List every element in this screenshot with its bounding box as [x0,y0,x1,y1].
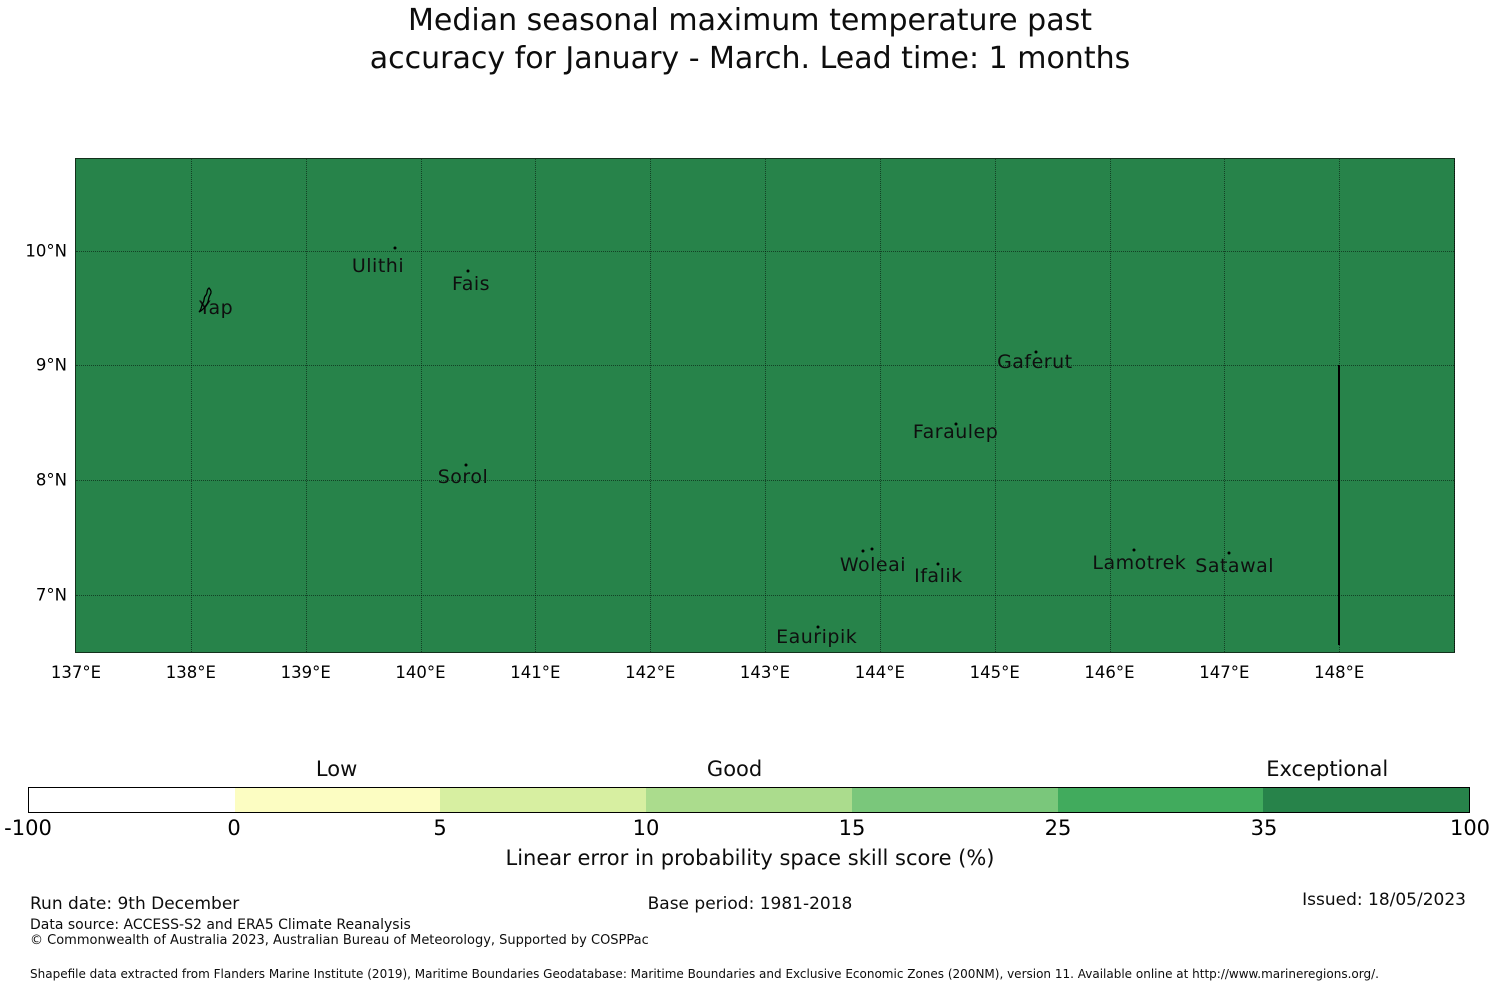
island-marker-dot [466,269,470,273]
colorbar-segment-0-to-5 [234,788,441,812]
y-axis-tick-label: 10°N [25,241,67,261]
map-area: 137°E 138°E 139°E 140°E 141°E 142°E 143°E 144°E… [25,158,1455,682]
colorbar-segment-10-to-15 [646,788,852,812]
colorbar-tick-label: 0 [227,816,241,840]
run-date-text: Run date: 9th December [30,894,240,914]
island-label-ifalik: Ifalik [914,565,963,588]
colorbar-segment--100-to-0 [29,788,235,812]
island-outline-yap [196,287,218,317]
colorbar-category-low: Low [315,757,358,781]
x-axis-tick-label: 141°E [510,663,561,682]
meridian-gridline [305,159,307,652]
colorbar-tick-label: 5 [433,816,447,840]
parallel-gridline [76,594,1454,596]
y-axis-tick-label: 9°N [35,355,67,375]
colorbar-tick-label: 15 [838,816,866,840]
colorbar-tick-label: 25 [1044,816,1072,840]
island-marker-dot [1227,551,1231,555]
colorbar [28,787,1470,813]
island-marker-dot [816,625,820,629]
island-label-lamotrek: Lamotrek [1092,551,1187,574]
meridian-gridline [535,159,537,652]
parallel-gridline [76,480,1454,482]
eez-boundary-line [1338,365,1341,646]
y-axis-tick-label: 7°N [35,585,67,605]
meridian-gridline [879,159,881,652]
island-marker-dot [393,246,397,250]
chart-title-line2: accuracy for January - March. Lead time:… [369,41,1131,76]
shapefile-note-text: Shapefile data extracted from Flanders M… [30,967,1379,981]
island-marker-dot [464,463,468,467]
island-label-satawal: Satawal [1195,555,1275,577]
island-label-fais: Fais [452,272,491,295]
meridian-gridline [1224,159,1226,652]
island-marker-dot [936,562,940,566]
island-label-eauripik: Eauripik [776,626,858,649]
chart-title-line1: Median seasonal maximum temperature past [408,3,1092,38]
island-marker-dot [861,549,865,553]
meridian-gridline [994,159,996,652]
meridian-gridline [765,159,766,652]
x-axis-tick-label: 138°E [165,663,216,682]
island-marker-dot [1034,350,1038,354]
meridian-gridline [650,159,652,652]
colorbar-segment-25-to-35 [1057,788,1264,812]
x-axis-tick-label: 146°E [1084,663,1135,682]
island-marker-dot [1132,548,1136,552]
island-label-faraulep: Faraulep [912,420,999,443]
x-axis-tick-label: 148°E [1314,663,1365,682]
base-period-text: Base period: 1981-2018 [647,894,853,914]
colorbar-axis-label: Linear error in probability space skill … [505,846,995,870]
x-axis-tick-label: 140°E [395,663,446,682]
meridian-gridline [1109,159,1111,652]
x-axis-tick-label: 137°E [50,663,102,682]
island-marker-dot [954,422,958,426]
x-axis-tick-label: 142°E [625,663,676,682]
meridian-gridline [420,159,422,652]
island-marker-dot [870,547,874,551]
meridian-gridline [1454,159,1455,652]
colorbar-tick-label: -100 [4,816,52,840]
copyright-text: © Commonwealth of Australia 2023, Austra… [30,933,649,948]
island-label-gaferut: Gaferut [997,350,1073,373]
x-axis-tick-label: 145°E [969,663,1020,682]
x-axis-tick-label: 139°E [280,663,331,682]
y-axis-tick-label: 8°N [35,470,67,490]
colorbar-category-good: Good [706,757,763,781]
colorbar-segment-5-to-10 [440,788,647,812]
meridian-gridline [190,159,192,652]
colorbar-segment-35-to-100 [1263,788,1470,812]
x-axis-tick-label: 147°E [1199,663,1250,682]
island-label-sorol: Sorol [437,465,489,488]
colorbar-segment-15-to-25 [851,788,1058,812]
parallel-gridline [76,365,1454,367]
colorbar-tick-label: 100 [1449,816,1491,840]
yap-island-icon [198,287,212,313]
island-label-woleai: Woleai [839,553,907,576]
parallel-gridline [76,250,1454,252]
x-axis-tick-label: 144°E [854,663,905,682]
colorbar-tick-label: 10 [632,816,660,840]
colorbar-tick-label: 35 [1250,816,1278,840]
data-source-text: Data source: ACCESS-S2 and ERA5 Climate … [30,917,411,933]
x-axis-tick-label: 143°E [739,663,791,682]
issued-date-text: Issued: 18/05/2023 [1302,890,1466,910]
island-label-ulithi: Ulithi [351,254,405,277]
chart-title: Median seasonal maximum temperature past… [0,2,1500,78]
colorbar-category-exceptional: Exceptional [1266,757,1389,781]
